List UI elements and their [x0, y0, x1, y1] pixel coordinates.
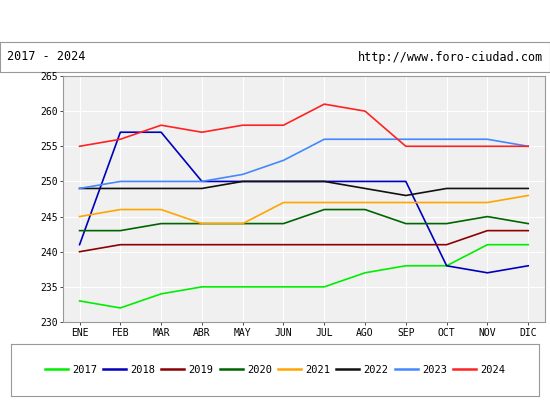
- Legend: 2017, 2018, 2019, 2020, 2021, 2022, 2023, 2024: 2017, 2018, 2019, 2020, 2021, 2022, 2023…: [41, 361, 509, 379]
- Text: http://www.foro-ciudad.com: http://www.foro-ciudad.com: [358, 50, 543, 64]
- Text: 2017 - 2024: 2017 - 2024: [7, 50, 85, 64]
- Text: Evolucion num de emigrantes en Periana: Evolucion num de emigrantes en Periana: [124, 14, 426, 28]
